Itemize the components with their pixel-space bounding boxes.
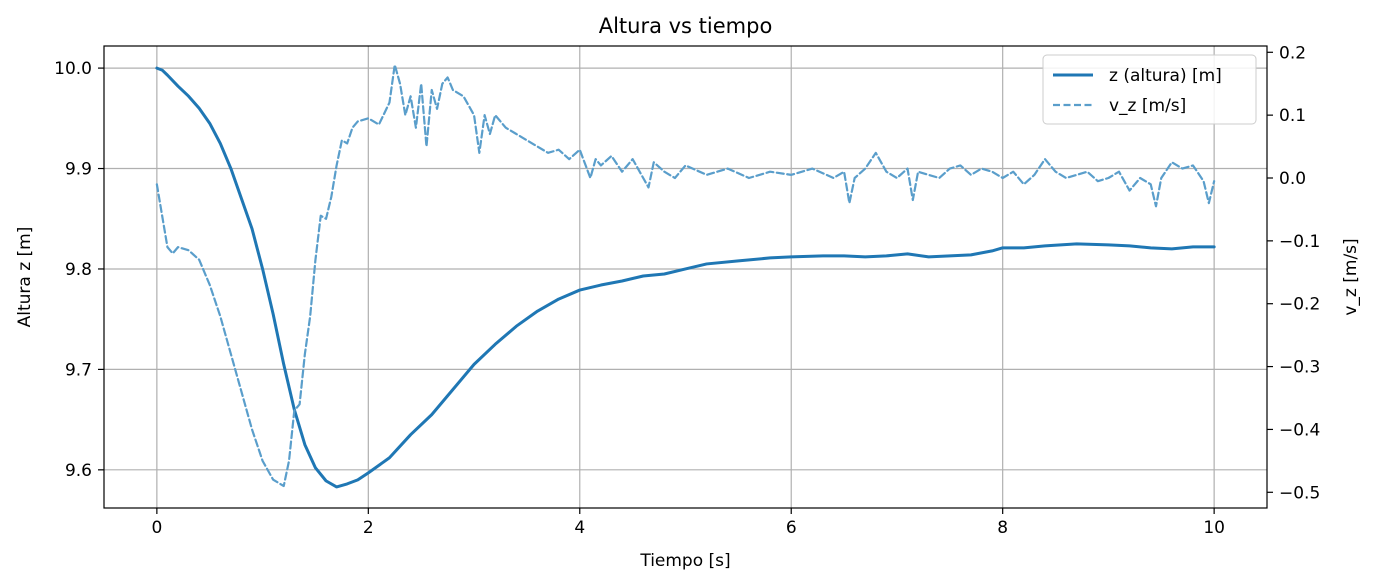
x-tick-label: 4 (574, 518, 585, 538)
y-right-tick-label: 0.0 (1279, 169, 1306, 189)
y-left-axis: 9.6 9.7 9.8 9.9 10.0 (54, 59, 104, 481)
y-right-tick-label: −0.3 (1279, 358, 1320, 378)
y-right-tick-label: −0.4 (1279, 420, 1320, 440)
y-left-tick-label: 9.6 (65, 461, 92, 481)
legend-label-z: z (altura) [m] (1109, 66, 1222, 86)
x-tick-label: 0 (151, 518, 162, 538)
y-left-tick-label: 10.0 (54, 59, 92, 79)
y-left-axis-label: Altura z [m] (15, 227, 35, 328)
x-tick-label: 10 (1203, 518, 1225, 538)
y-right-tick-label: 0.2 (1279, 43, 1306, 63)
x-tick-label: 2 (363, 518, 374, 538)
legend-box (1042, 54, 1257, 125)
y-right-tick-label: −0.2 (1279, 295, 1320, 315)
x-axis: 0 2 4 6 8 10 (151, 508, 1225, 538)
y-left-tick-label: 9.7 (65, 360, 92, 380)
plot-frame (103, 45, 1268, 509)
y-right-tick-label: −0.5 (1279, 483, 1320, 503)
y-right-tick-label: 0.1 (1279, 106, 1306, 126)
x-axis-label: Tiempo [s] (639, 551, 730, 571)
legend: z (altura) [m] v_z [m/s] (1042, 54, 1257, 125)
y-right-axis-label: v_z [m/s] (1341, 238, 1361, 315)
chart-title: Altura vs tiempo (599, 14, 773, 38)
x-tick-label: 8 (997, 518, 1008, 538)
legend-label-vz: v_z [m/s] (1109, 96, 1186, 116)
y-right-tick-label: −0.1 (1279, 232, 1320, 252)
plot-lines (155, 63, 1216, 489)
y-left-tick-label: 9.9 (65, 160, 92, 180)
y-right-axis: −0.5 −0.4 −0.3 −0.2 −0.1 0.0 0.1 0.2 (1267, 43, 1320, 503)
y-left-tick-label: 9.8 (65, 260, 92, 280)
series-line-z (155, 66, 1216, 489)
series-line-vz (155, 63, 1216, 488)
x-tick-label: 6 (786, 518, 797, 538)
